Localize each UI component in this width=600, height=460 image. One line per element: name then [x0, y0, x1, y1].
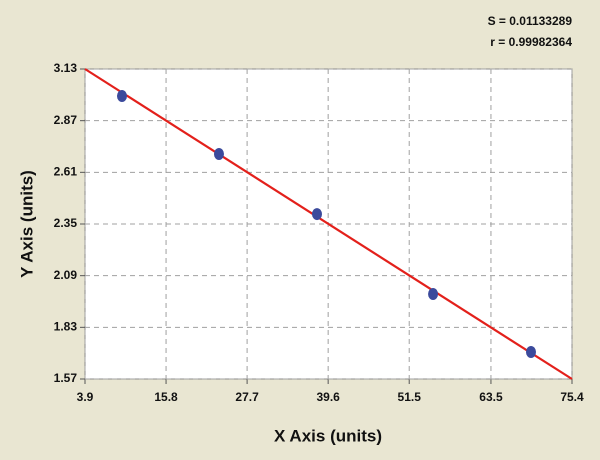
y-axis-label: Y Axis (units) — [17, 170, 36, 278]
x-tick-label: 15.8 — [154, 390, 178, 404]
x-tick-label: 51.5 — [398, 390, 422, 404]
y-tick-label: 1.83 — [54, 320, 78, 334]
annotation: r = 0.99982364 — [490, 35, 572, 49]
data-point — [311, 208, 322, 221]
x-tick-label: 63.5 — [479, 390, 503, 404]
annotation: S = 0.01133289 — [488, 14, 573, 28]
y-tick-label: 2.09 — [54, 268, 78, 282]
x-tick-label: 3.9 — [77, 390, 94, 404]
x-tick-label: 27.7 — [235, 390, 259, 404]
y-tick-label: 2.61 — [54, 165, 78, 179]
y-tick-label: 1.57 — [54, 371, 78, 385]
y-tick-label: 2.35 — [54, 216, 78, 230]
data-point — [116, 90, 127, 103]
x-tick-label: 75.4 — [560, 390, 584, 404]
y-tick-label: 2.87 — [54, 113, 78, 127]
y-tick-label: 3.13 — [54, 61, 78, 75]
x-tick-label: 39.6 — [316, 390, 340, 404]
data-point — [428, 287, 439, 300]
x-axis-label: X Axis (units) — [274, 426, 382, 445]
data-point — [213, 148, 224, 161]
fit-line — [84, 68, 573, 380]
data-point — [525, 345, 536, 358]
